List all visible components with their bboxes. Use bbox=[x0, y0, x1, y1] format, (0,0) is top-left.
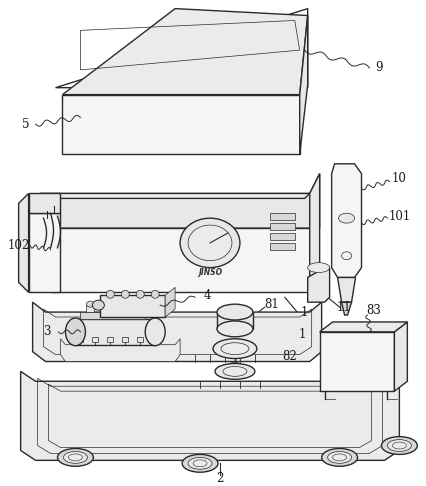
Polygon shape bbox=[92, 337, 98, 342]
Polygon shape bbox=[40, 174, 319, 228]
Polygon shape bbox=[62, 9, 307, 95]
Ellipse shape bbox=[380, 436, 416, 454]
Polygon shape bbox=[20, 371, 398, 460]
Polygon shape bbox=[269, 213, 294, 220]
Text: 81: 81 bbox=[264, 297, 279, 311]
Polygon shape bbox=[80, 312, 145, 319]
Text: 1: 1 bbox=[300, 306, 308, 319]
Ellipse shape bbox=[307, 262, 329, 273]
Polygon shape bbox=[107, 337, 113, 342]
Text: 11: 11 bbox=[335, 301, 350, 313]
Ellipse shape bbox=[181, 454, 218, 472]
Polygon shape bbox=[50, 228, 309, 292]
Polygon shape bbox=[60, 339, 180, 362]
Polygon shape bbox=[269, 233, 294, 240]
Text: 1: 1 bbox=[298, 329, 306, 341]
Polygon shape bbox=[269, 243, 294, 250]
Ellipse shape bbox=[193, 460, 207, 467]
Polygon shape bbox=[126, 305, 134, 312]
Ellipse shape bbox=[68, 454, 82, 461]
Polygon shape bbox=[269, 223, 294, 230]
Polygon shape bbox=[394, 322, 406, 391]
Polygon shape bbox=[319, 322, 406, 332]
Ellipse shape bbox=[58, 449, 93, 466]
Text: JINSO: JINSO bbox=[198, 268, 222, 277]
Ellipse shape bbox=[216, 321, 252, 337]
Polygon shape bbox=[19, 193, 29, 292]
Polygon shape bbox=[319, 332, 394, 391]
Ellipse shape bbox=[63, 451, 87, 463]
Ellipse shape bbox=[321, 449, 357, 466]
Ellipse shape bbox=[391, 442, 406, 449]
Ellipse shape bbox=[386, 440, 410, 451]
Ellipse shape bbox=[92, 300, 104, 310]
Polygon shape bbox=[307, 268, 329, 302]
Polygon shape bbox=[100, 295, 165, 317]
Polygon shape bbox=[50, 193, 309, 198]
Ellipse shape bbox=[215, 364, 254, 379]
Ellipse shape bbox=[126, 301, 134, 307]
Polygon shape bbox=[75, 319, 155, 345]
Polygon shape bbox=[331, 164, 361, 278]
Polygon shape bbox=[216, 312, 252, 329]
Polygon shape bbox=[106, 305, 114, 312]
Ellipse shape bbox=[65, 318, 85, 346]
Ellipse shape bbox=[121, 290, 129, 298]
Polygon shape bbox=[29, 193, 60, 213]
Text: 9: 9 bbox=[375, 61, 382, 74]
Text: 10: 10 bbox=[391, 172, 406, 185]
Ellipse shape bbox=[136, 290, 144, 298]
Polygon shape bbox=[32, 302, 321, 362]
Ellipse shape bbox=[187, 225, 231, 260]
Text: 5: 5 bbox=[22, 118, 29, 131]
Ellipse shape bbox=[227, 363, 242, 370]
Ellipse shape bbox=[222, 366, 246, 376]
Polygon shape bbox=[299, 16, 307, 154]
Polygon shape bbox=[341, 302, 351, 315]
Ellipse shape bbox=[327, 451, 351, 463]
Polygon shape bbox=[122, 337, 128, 342]
Ellipse shape bbox=[151, 290, 159, 298]
Ellipse shape bbox=[332, 454, 346, 461]
Polygon shape bbox=[77, 337, 83, 342]
Polygon shape bbox=[86, 305, 94, 312]
Ellipse shape bbox=[187, 457, 211, 469]
Polygon shape bbox=[337, 278, 355, 302]
Polygon shape bbox=[29, 213, 60, 292]
Text: 82: 82 bbox=[282, 350, 296, 363]
Ellipse shape bbox=[86, 301, 94, 307]
Polygon shape bbox=[137, 337, 143, 342]
Polygon shape bbox=[62, 95, 299, 154]
Polygon shape bbox=[165, 287, 175, 317]
Text: 2: 2 bbox=[216, 471, 223, 485]
Polygon shape bbox=[40, 193, 50, 292]
Text: 3: 3 bbox=[43, 325, 50, 338]
Ellipse shape bbox=[213, 339, 256, 359]
Text: 101: 101 bbox=[387, 209, 409, 223]
Text: 102: 102 bbox=[8, 239, 30, 252]
Ellipse shape bbox=[221, 343, 248, 355]
Text: 4: 4 bbox=[203, 289, 210, 302]
Ellipse shape bbox=[106, 301, 114, 307]
Ellipse shape bbox=[106, 290, 114, 298]
Ellipse shape bbox=[145, 318, 165, 346]
Polygon shape bbox=[309, 174, 319, 292]
Ellipse shape bbox=[180, 218, 239, 268]
Ellipse shape bbox=[216, 304, 252, 320]
Ellipse shape bbox=[338, 213, 354, 223]
Text: 83: 83 bbox=[365, 304, 380, 316]
